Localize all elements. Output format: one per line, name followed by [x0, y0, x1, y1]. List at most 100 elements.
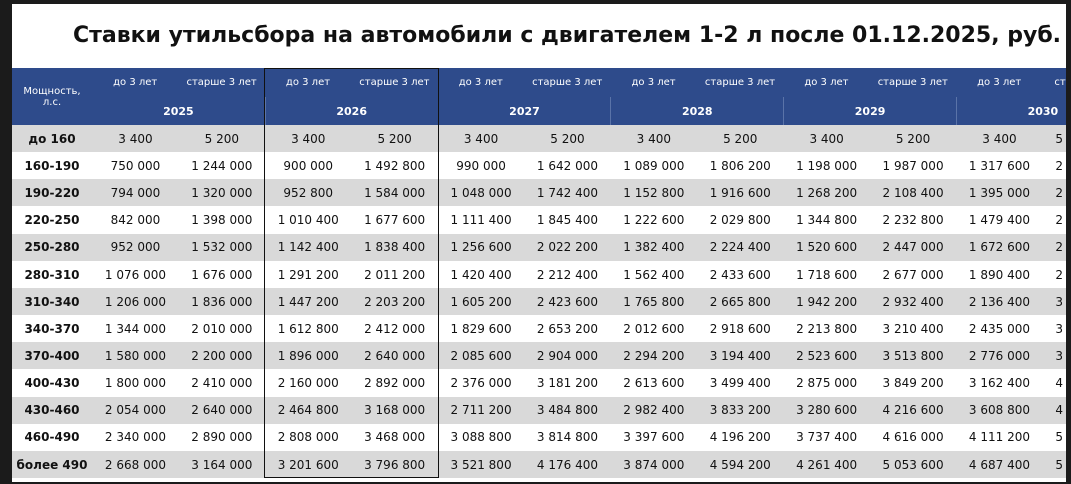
cell: 5 053 600 — [869, 450, 957, 479]
cell: 1 806 200 — [696, 152, 784, 180]
cell: 3 400 — [437, 125, 525, 153]
cell: 2 376 000 — [437, 369, 525, 397]
sub-header: до 3 лет — [92, 68, 179, 97]
cell: 3 162 400 — [956, 369, 1043, 397]
cell: 5 200 — [696, 125, 784, 153]
cell: 3 400 — [610, 125, 698, 153]
cell: 1 562 400 — [610, 260, 698, 289]
sub-header: старше 3 лет — [869, 68, 956, 97]
cell: 1 838 400 — [351, 233, 439, 262]
cell: 5 0 — [1042, 423, 1066, 452]
cell: 1 672 600 — [956, 233, 1043, 262]
row-label: 400-430 — [12, 369, 92, 397]
cell: 2 011 200 — [351, 260, 439, 289]
cell: 3 088 800 — [437, 423, 525, 452]
cell: 3 194 400 — [696, 342, 784, 370]
cell: 1 447 200 — [264, 287, 352, 316]
cell: 1 206 000 — [92, 287, 179, 316]
cell: 5 200 — [869, 125, 957, 153]
row-label: 310-340 — [12, 287, 92, 316]
cell: 1 479 400 — [956, 206, 1043, 235]
cell: 2 665 800 — [696, 287, 784, 316]
cell: 2 904 000 — [524, 342, 611, 370]
cell: 2 982 400 — [610, 396, 698, 425]
cell: 4 111 200 — [956, 423, 1043, 452]
cell: 3 168 000 — [351, 396, 439, 425]
cell: 3 201 600 — [264, 450, 352, 479]
cell: 3 5 — [1042, 315, 1066, 343]
cell: 1 320 000 — [178, 179, 266, 207]
cell: 2 200 000 — [178, 342, 266, 370]
cell: 2 18 — [1042, 152, 1066, 180]
cell: 1 829 600 — [437, 315, 525, 343]
cell: 1 836 000 — [178, 287, 266, 316]
year-header: 2030 — [956, 97, 1066, 125]
cell: 1 291 200 — [264, 260, 352, 289]
cell: 1 916 600 — [696, 179, 784, 207]
cell: 3 397 600 — [610, 423, 698, 452]
cell: 2 160 000 — [264, 369, 352, 397]
row-label: 190-220 — [12, 179, 92, 207]
cell: 2 653 200 — [524, 315, 611, 343]
cell: 2 875 000 — [783, 369, 871, 397]
cell: 1 676 000 — [178, 260, 266, 289]
cell: 1 048 000 — [437, 179, 525, 207]
sub-header: до 3 лет — [437, 68, 524, 97]
cell: 2 640 000 — [178, 396, 266, 425]
cell: 2 932 400 — [869, 287, 957, 316]
cell: 5 — [1042, 125, 1066, 153]
cell: 2 212 400 — [524, 260, 611, 289]
cell: 1 742 400 — [524, 179, 611, 207]
cell: 2 464 800 — [264, 396, 352, 425]
cell: 1 800 000 — [92, 369, 179, 397]
cell: 3 833 200 — [696, 396, 784, 425]
cell: 1 942 200 — [783, 287, 871, 316]
cell: 2 054 000 — [92, 396, 179, 425]
cell: 3 468 000 — [351, 423, 439, 452]
cell: 3 400 — [956, 125, 1043, 153]
cell: 1 420 400 — [437, 260, 525, 289]
row-label: 370-400 — [12, 342, 92, 370]
cell: 4 176 400 — [524, 450, 611, 479]
cell: 2 022 200 — [524, 233, 611, 262]
cell: 2 711 200 — [437, 396, 525, 425]
cell: 4 2 — [1042, 369, 1066, 397]
row-label: 340-370 — [12, 315, 92, 343]
cell: 3 608 800 — [956, 396, 1043, 425]
cell: 2 447 000 — [869, 233, 957, 262]
cell: 1 520 600 — [783, 233, 871, 262]
cell: 2 108 400 — [869, 179, 957, 207]
cell: 2 4 — [1042, 206, 1066, 235]
cell: 2 410 000 — [178, 369, 266, 397]
cell: 2 294 200 — [610, 342, 698, 370]
cell: 3 400 — [92, 125, 179, 153]
cell: 1 765 800 — [610, 287, 698, 316]
cell: 1 492 800 — [351, 152, 439, 180]
cell: 4 594 200 — [696, 450, 784, 479]
sub-header: до 3 лет — [610, 68, 697, 97]
cell: 1 677 600 — [351, 206, 439, 235]
cell: 4 196 200 — [696, 423, 784, 452]
cell: 1 890 400 — [956, 260, 1043, 289]
cell: 842 000 — [92, 206, 179, 235]
cell: 1 076 000 — [92, 260, 179, 289]
cell: 1 398 000 — [178, 206, 266, 235]
year-header: 2027 — [437, 97, 611, 125]
cell: 3 521 800 — [437, 450, 525, 479]
cell: 2 433 600 — [696, 260, 784, 289]
cell: 952 000 — [92, 233, 179, 262]
cell: 4 261 400 — [783, 450, 871, 479]
cell: 3 181 200 — [524, 369, 611, 397]
cell: 2 435 000 — [956, 315, 1043, 343]
cell: 1 344 000 — [92, 315, 179, 343]
cell: 2 340 000 — [92, 423, 179, 452]
power-header: Мощность, л.с. — [12, 68, 92, 125]
sub-header: до 3 лет — [783, 68, 870, 97]
cell: 3 400 — [264, 125, 352, 153]
cell: 3 849 200 — [869, 369, 957, 397]
cell: 2 613 600 — [610, 369, 698, 397]
cell: 2 029 800 — [696, 206, 784, 235]
cell: 2 808 000 — [264, 423, 352, 452]
cell: 1 395 000 — [956, 179, 1043, 207]
cell: 1 317 600 — [956, 152, 1043, 180]
